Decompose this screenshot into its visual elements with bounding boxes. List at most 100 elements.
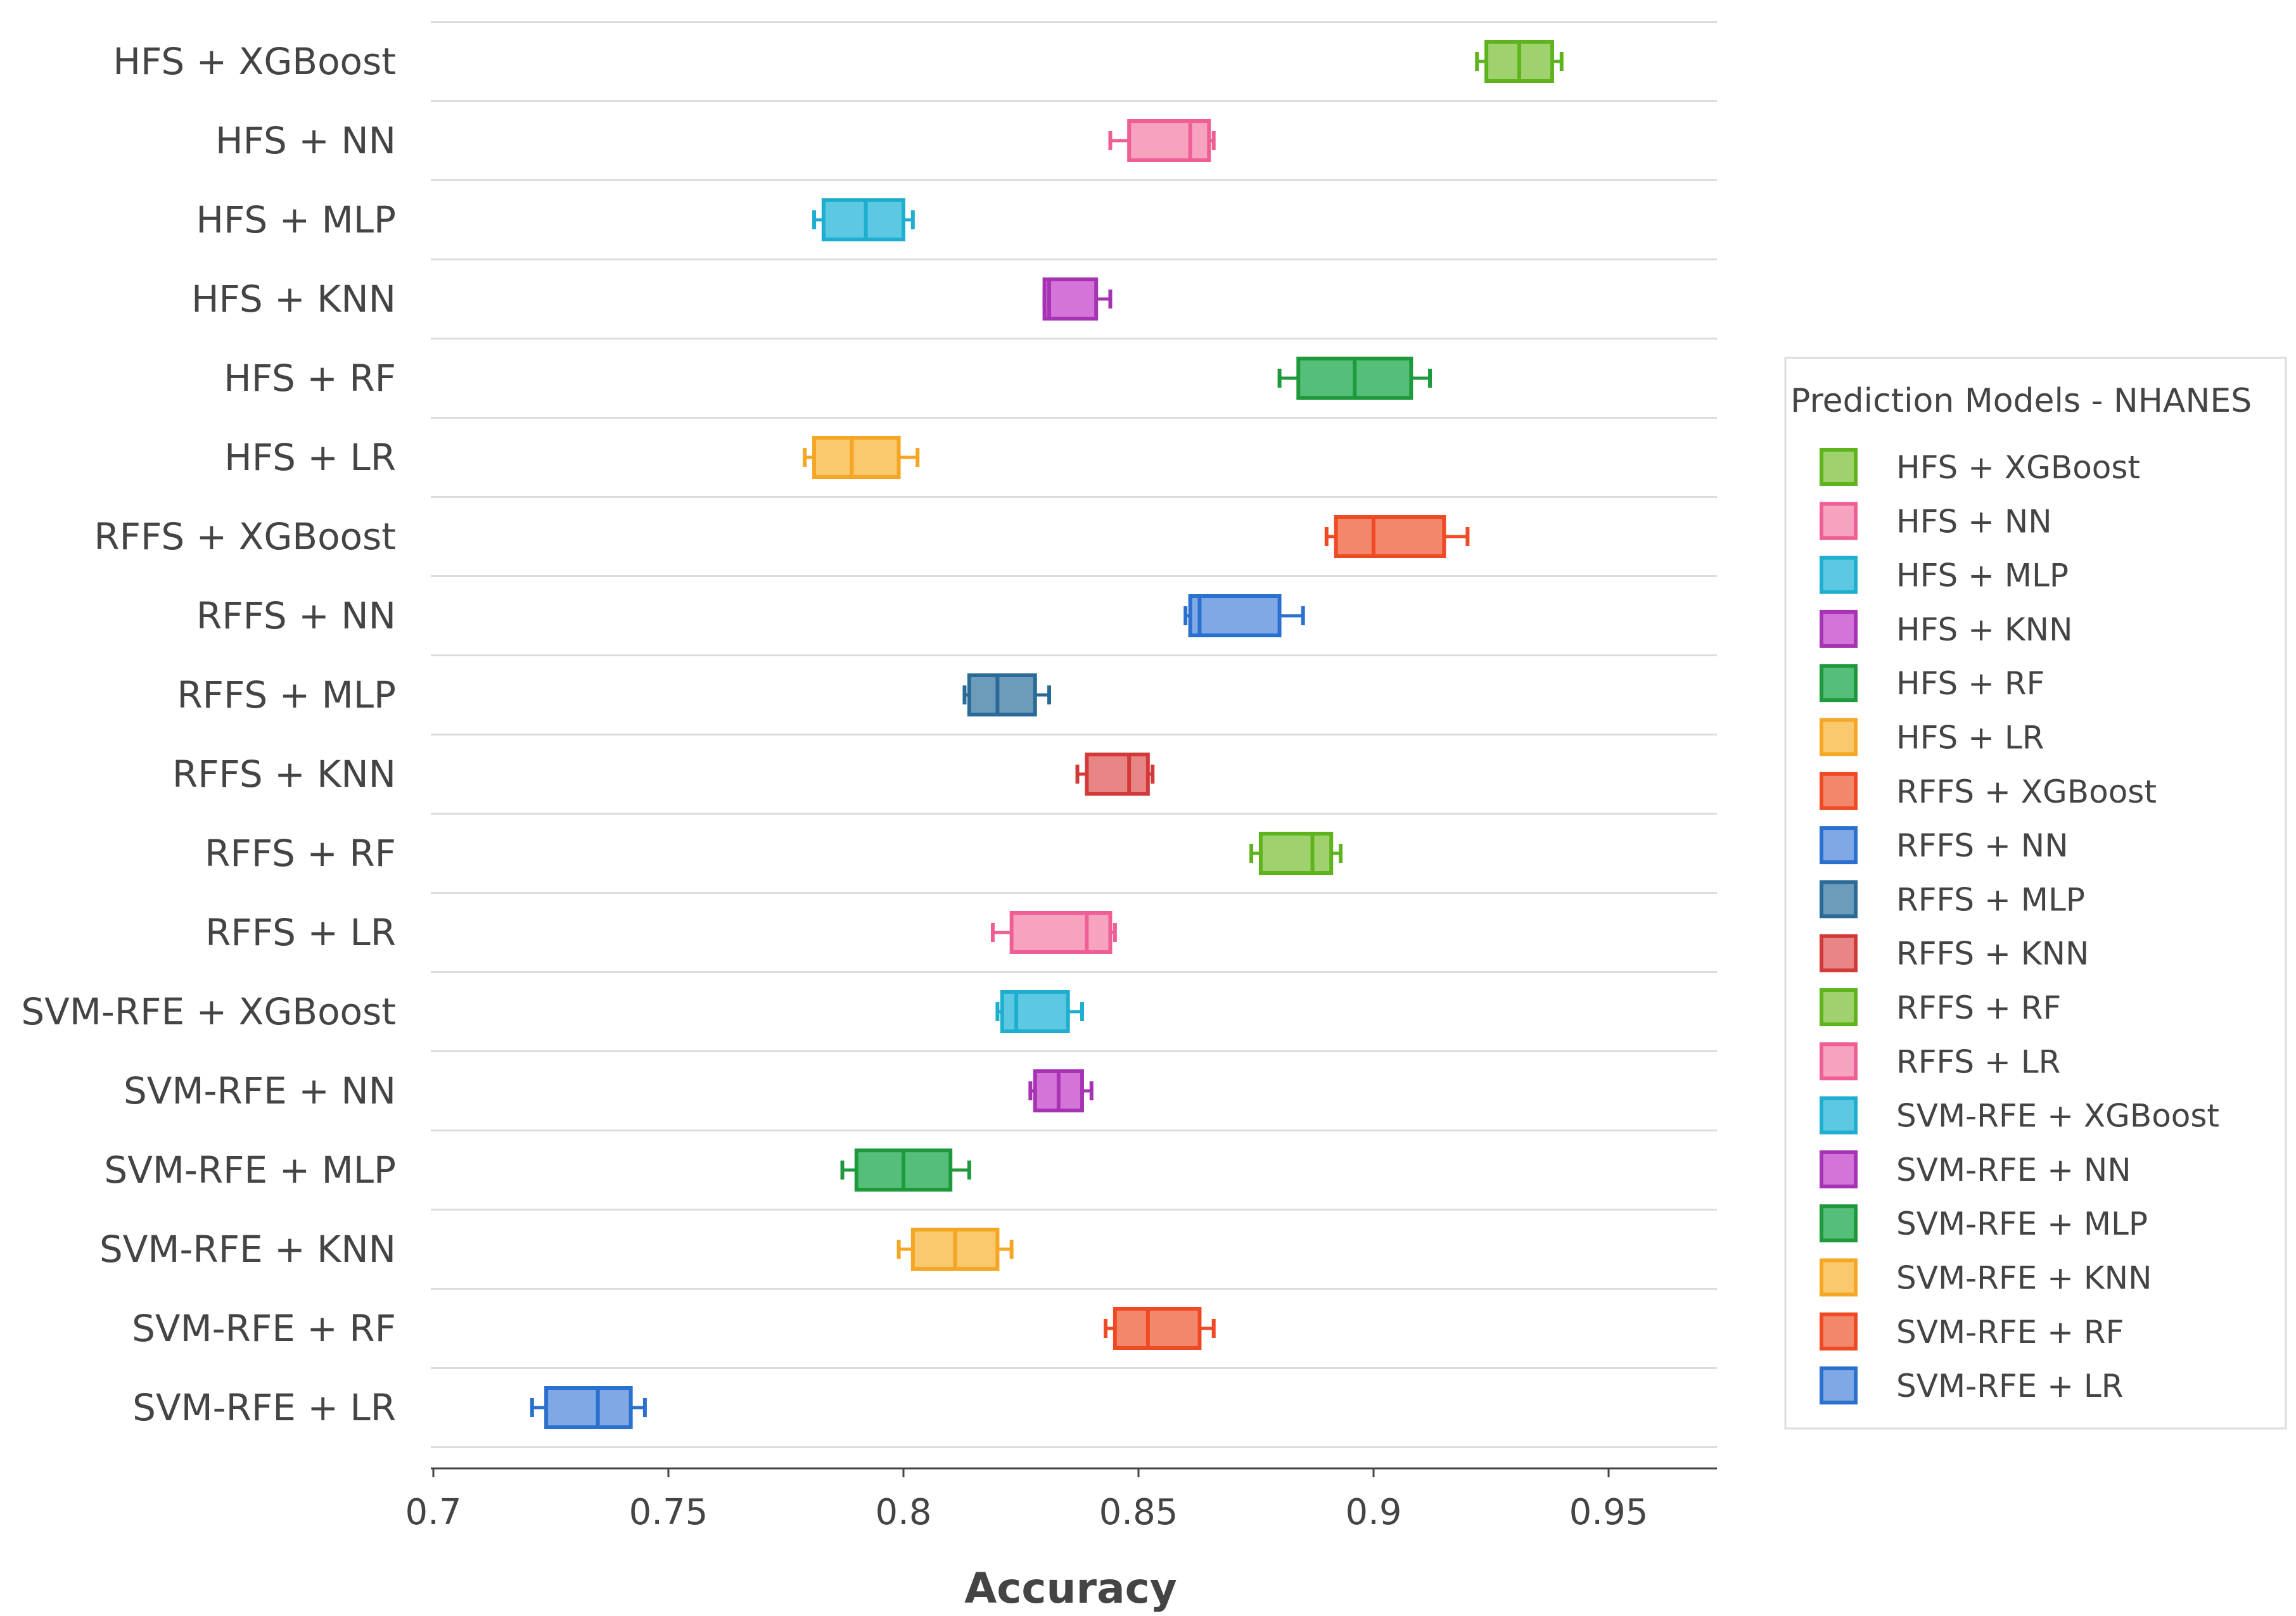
box — [1009, 911, 1113, 954]
gridlines — [431, 21, 1717, 1448]
legend-label: HFS + NN — [1896, 503, 2052, 540]
legend-swatch — [1820, 1258, 1858, 1297]
legend-swatch — [1820, 609, 1858, 648]
legend-item: HFS + LR — [1820, 718, 2044, 756]
box — [1085, 753, 1150, 796]
box-plot — [840, 1148, 971, 1192]
legend-label: SVM-RFE + RF — [1896, 1314, 2124, 1351]
box-plot — [1183, 594, 1305, 637]
legend-label: HFS + KNN — [1896, 611, 2073, 648]
category-label: HFS + LR — [224, 436, 396, 479]
legend-label: RFFS + XGBoost — [1896, 773, 2157, 810]
legend-label: RFFS + KNN — [1896, 936, 2089, 972]
legend-swatch — [1820, 1312, 1858, 1351]
legend-item: RFFS + MLP — [1820, 880, 2085, 919]
category-label: RFFS + RF — [205, 832, 396, 875]
legend-item: RFFS + KNN — [1820, 934, 2089, 972]
x-axis: 0.7 0.75 0.8 0.85 0.9 0.95 — [405, 1467, 1717, 1533]
y-axis: HFS + XGBoost HFS + NN HFS + MLP HFS + KNN H… — [21, 40, 396, 1429]
legend-label: SVM-RFE + KNN — [1896, 1260, 2152, 1297]
box-plot — [1277, 357, 1432, 400]
legend-item: HFS + RF — [1820, 664, 2044, 703]
x-tick-label: 0.9 — [1345, 1492, 1401, 1533]
legend-swatch — [1820, 772, 1858, 810]
box-plot — [530, 1386, 647, 1429]
category-label: RFFS + MLP — [177, 673, 396, 716]
box — [1042, 277, 1099, 321]
legend-label: RFFS + MLP — [1896, 881, 2085, 918]
box-plot — [1475, 40, 1564, 83]
legend-swatch — [1820, 1042, 1858, 1081]
box — [1334, 515, 1446, 558]
category-label: RFFS + LR — [205, 911, 396, 954]
legend-label: HFS + LR — [1896, 720, 2044, 756]
legend-item: HFS + XGBoost — [1820, 448, 2140, 486]
box-plot — [1075, 753, 1155, 796]
x-axis-title: Accuracy — [964, 1564, 1177, 1613]
legend-label: RFFS + NN — [1896, 827, 2069, 864]
legend-label: SVM-RFE + NN — [1896, 1152, 2131, 1188]
legend-swatch — [1820, 988, 1858, 1026]
box — [1000, 990, 1070, 1033]
legend-label: SVM-RFE + XGBoost — [1896, 1098, 2219, 1135]
category-label: HFS + MLP — [196, 198, 396, 241]
category-label: SVM-RFE + MLP — [104, 1148, 396, 1192]
legend-item: SVM-RFE + XGBoost — [1820, 1096, 2219, 1135]
box-plot — [896, 1228, 1014, 1271]
legend-swatch — [1820, 880, 1858, 919]
legend-swatch — [1820, 1150, 1858, 1188]
x-tick-label: 0.95 — [1569, 1492, 1649, 1533]
box — [1188, 594, 1282, 637]
legend-swatch — [1820, 718, 1858, 756]
box — [812, 436, 901, 479]
legend-item: SVM-RFE + NN — [1820, 1150, 2131, 1188]
legend-title: Prediction Models - NHANES — [1790, 382, 2252, 420]
category-label: HFS + NN — [215, 119, 396, 162]
legend-item: SVM-RFE + RF — [1820, 1312, 2124, 1351]
box-plot — [962, 673, 1052, 716]
box — [1258, 832, 1334, 875]
category-label: RFFS + XGBoost — [94, 515, 396, 558]
legend-label: RFFS + RF — [1896, 989, 2061, 1026]
box-plot — [1028, 1069, 1094, 1112]
legend-item: RFFS + LR — [1820, 1042, 2060, 1081]
legend-frame — [1784, 357, 2287, 1430]
legend-swatch — [1820, 934, 1858, 972]
box-plot — [1108, 119, 1216, 162]
category-label: HFS + KNN — [191, 277, 396, 321]
legend-item: HFS + MLP — [1820, 556, 2069, 594]
legend-item: HFS + KNN — [1820, 609, 2073, 648]
legend-swatch — [1820, 556, 1858, 594]
legend-item: SVM-RFE + KNN — [1820, 1258, 2152, 1297]
category-label: SVM-RFE + RF — [132, 1307, 396, 1350]
legend: Prediction Models - NHANES HFS + XGBoost… — [1784, 357, 2287, 1430]
category-label: RFFS + KNN — [172, 753, 396, 796]
box — [544, 1386, 633, 1429]
category-label: RFFS + NN — [196, 594, 396, 637]
box — [967, 673, 1037, 716]
legend-swatch — [1820, 502, 1858, 540]
legend-swatch — [1820, 664, 1858, 703]
legend-label: HFS + XGBoost — [1896, 449, 2140, 486]
x-tick-label: 0.75 — [629, 1492, 708, 1533]
legend-label: HFS + RF — [1896, 665, 2044, 702]
box-plot — [803, 436, 920, 479]
box-plots — [530, 40, 1564, 1429]
box-plot — [1249, 832, 1343, 875]
legend-label: SVM-RFE + LR — [1896, 1368, 2124, 1404]
legend-swatch — [1820, 1204, 1858, 1243]
box-plot — [1324, 515, 1470, 558]
box — [1127, 119, 1211, 162]
category-label: HFS + RF — [224, 357, 396, 400]
legend-swatch — [1820, 1366, 1858, 1405]
box — [1113, 1307, 1202, 1350]
category-label: SVM-RFE + KNN — [99, 1228, 396, 1271]
box-plot — [1104, 1307, 1216, 1350]
x-tick-label: 0.8 — [875, 1492, 931, 1533]
legend-item: RFFS + XGBoost — [1820, 772, 2157, 810]
legend-swatch — [1820, 826, 1858, 865]
box-plot — [990, 911, 1117, 954]
category-label: SVM-RFE + NN — [124, 1069, 396, 1112]
box — [821, 198, 905, 241]
legend-items: HFS + XGBoost HFS + NN HFS + MLP HFS + KNN H… — [1820, 448, 2219, 1405]
